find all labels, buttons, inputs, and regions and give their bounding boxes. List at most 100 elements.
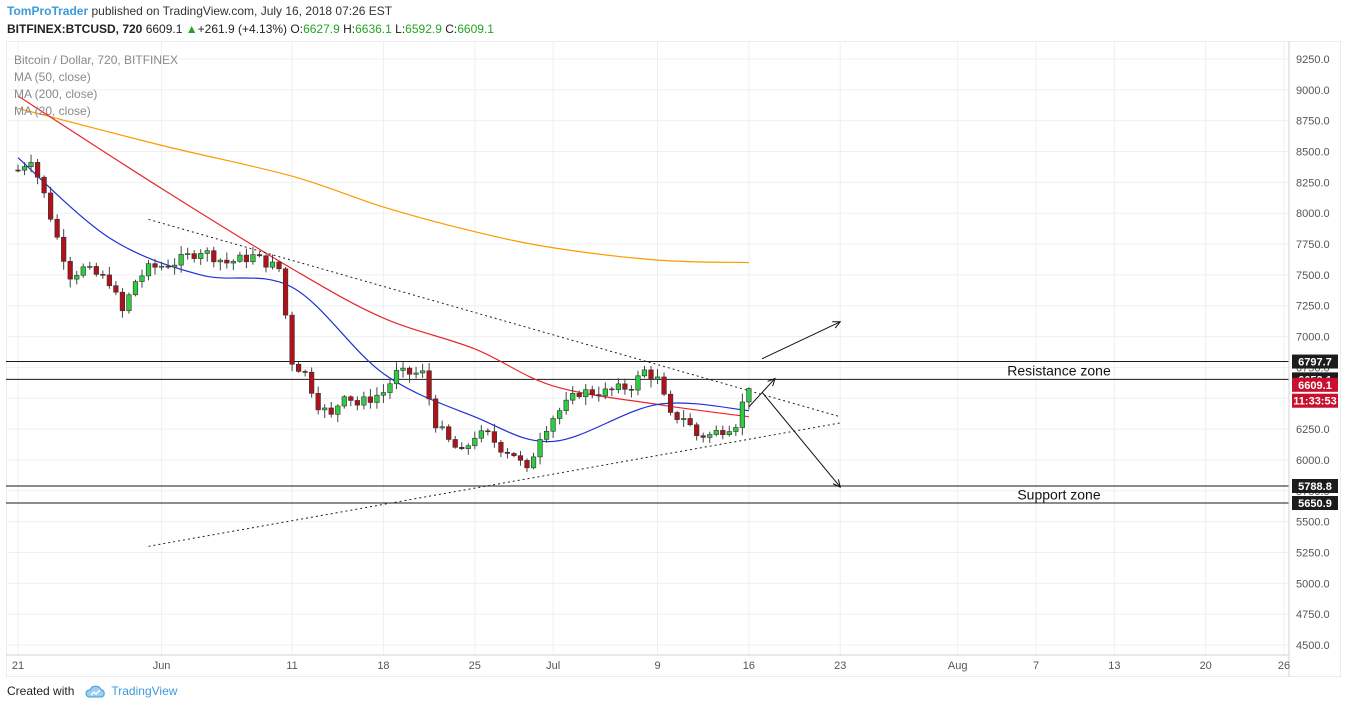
candle-up — [145, 263, 152, 277]
candle-down — [504, 451, 511, 454]
published-text: published on TradingView.com, July 16, 2… — [91, 4, 393, 18]
last-price: 6609.1 — [145, 22, 183, 36]
candle-up — [439, 426, 445, 429]
publish-line: TomProTrader published on TradingView.co… — [7, 4, 392, 18]
projection-arrow — [761, 321, 841, 360]
open-value: 6627.9 — [303, 22, 340, 36]
y-tick-label: 6000.0 — [1296, 455, 1330, 467]
candle-up — [172, 264, 178, 268]
candle-up — [726, 431, 732, 435]
arrows — [748, 321, 842, 488]
candle-down — [622, 383, 628, 390]
y-tick-label: 8750.0 — [1296, 116, 1330, 128]
candle-down — [687, 418, 693, 426]
candle-down — [674, 412, 680, 420]
candle-up — [478, 430, 484, 439]
legend-ma20: MA (20, close) — [14, 104, 91, 118]
candle-down — [165, 265, 171, 268]
candle-down — [282, 268, 289, 316]
candle-down — [433, 398, 439, 429]
candle-up — [132, 281, 139, 296]
candle-up — [746, 388, 752, 403]
y-tick-label: 6250.0 — [1296, 424, 1330, 436]
y-tick-label: 5000.0 — [1296, 578, 1330, 590]
candle-down — [511, 453, 517, 456]
legend-title: Bitcoin / Dollar, 720, BITFINEX — [14, 53, 178, 67]
candle-up — [419, 370, 426, 374]
x-tick-label: Jun — [153, 660, 171, 672]
candle-down — [100, 274, 106, 276]
candle-up — [198, 253, 204, 259]
candle-down — [576, 393, 582, 397]
candle-down — [119, 291, 126, 312]
candle-down — [41, 176, 47, 194]
x-tick-label: 23 — [834, 660, 846, 672]
candle-up — [550, 418, 556, 432]
arrow-head-icon — [832, 321, 842, 329]
candle-down — [256, 254, 263, 257]
ohlc-line: BITFINEX:BTCUSD, 720 6609.1 ▲+261.9 (+4.… — [7, 22, 494, 36]
x-tick-label: 21 — [12, 660, 24, 672]
candle-down — [354, 400, 360, 406]
candle-up — [341, 396, 347, 407]
moving-averages — [17, 95, 749, 443]
candle-up — [557, 410, 563, 419]
price-chart[interactable]: Resistance zone Support zone 9250.0 9000.0… — [6, 41, 1341, 677]
candle-up — [713, 430, 719, 435]
candle-up — [217, 259, 223, 263]
candle-up — [322, 407, 328, 411]
y-tick-label: 7000.0 — [1296, 332, 1330, 344]
candle-down — [34, 162, 41, 178]
arrow-head-icon — [767, 377, 776, 387]
candle-up — [465, 445, 471, 449]
change-up-icon: ▲ — [185, 22, 198, 36]
candle-down — [609, 388, 615, 391]
close-value: 6609.1 — [457, 22, 494, 36]
price-label-box — [1292, 354, 1338, 369]
candle-up — [635, 375, 641, 391]
candle-up — [74, 274, 80, 280]
candle-down — [54, 218, 60, 238]
candle-up — [413, 372, 419, 375]
candle-down — [700, 435, 706, 438]
chart-header: TomProTrader published on TradingView.co… — [0, 0, 1347, 40]
candle-up — [80, 266, 86, 276]
candle-up — [335, 405, 341, 415]
candle-down — [302, 371, 308, 373]
candle-down — [67, 261, 73, 280]
candle-down — [224, 259, 230, 264]
candle-up — [380, 392, 387, 396]
candle-down — [517, 455, 524, 461]
ma50-line — [17, 95, 749, 418]
projection-arrow — [761, 391, 841, 488]
candle-up — [654, 376, 661, 380]
candle-down — [315, 393, 321, 411]
candle-up — [21, 166, 28, 171]
candle-down — [15, 169, 21, 172]
x-tick-label: Aug — [948, 660, 968, 672]
candle-down — [93, 266, 99, 275]
candle-up — [361, 396, 367, 406]
x-tick-label: 11 — [286, 660, 297, 672]
candle-down — [426, 370, 432, 400]
candle-down — [452, 439, 458, 448]
candle-down — [309, 371, 315, 394]
high-value: 6636.1 — [355, 22, 392, 36]
x-tick-label: 9 — [654, 660, 660, 672]
candle-down — [694, 424, 700, 436]
x-tick-label: Jul — [546, 660, 560, 672]
candle-up — [641, 369, 648, 377]
candle-up — [185, 253, 191, 255]
ma20-line — [17, 157, 749, 443]
candle-down — [289, 314, 295, 365]
price-label: 6609.1 — [1298, 380, 1332, 392]
author-link[interactable]: TomProTrader — [7, 4, 89, 18]
candle-down — [485, 430, 491, 433]
open-label: O: — [290, 22, 304, 36]
candle-down — [367, 396, 373, 403]
candle-up — [530, 456, 537, 469]
y-tick-label: 8250.0 — [1296, 177, 1330, 189]
candle-down — [296, 363, 302, 372]
candle-up — [387, 383, 393, 393]
tradingview-link[interactable]: TradingView — [84, 684, 177, 698]
